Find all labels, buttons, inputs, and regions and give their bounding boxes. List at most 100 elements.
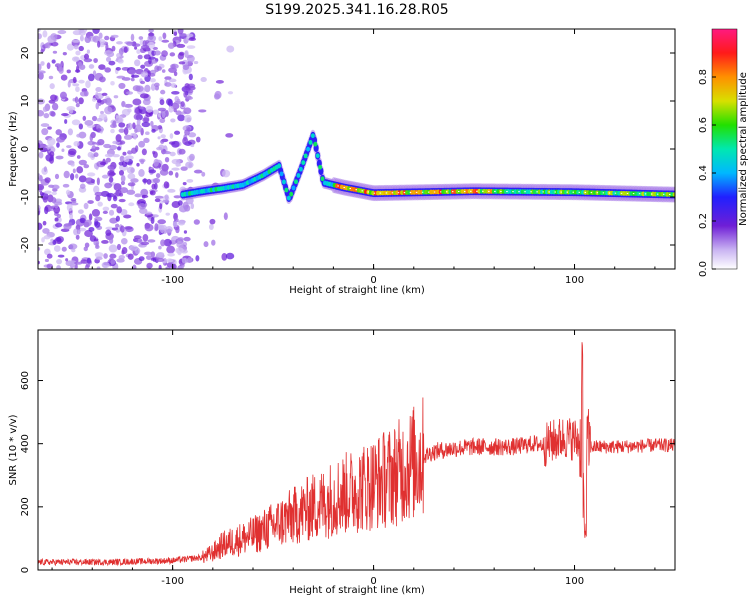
heatmap-noise-cell	[87, 172, 96, 177]
heatmap-noise-cell	[184, 129, 190, 136]
heatmap-noise-cell	[225, 252, 235, 260]
heatmap-ytick-label: -10	[20, 189, 31, 205]
heatmap-noise-cell	[77, 61, 83, 69]
heatmap-track-dot	[536, 191, 538, 193]
heatmap-xlabel: Height of straight line (km)	[289, 285, 425, 296]
heatmap-noise-cell	[120, 187, 128, 194]
heatmap-noise-cell	[104, 50, 113, 56]
heatmap-noise-cell	[140, 80, 146, 85]
heatmap-noise-cell	[159, 99, 165, 106]
heatmap-track-dot	[542, 191, 544, 193]
heatmap-noise-cell	[42, 196, 48, 203]
heatmap-track-core	[277, 163, 282, 169]
heatmap-noise-cell	[168, 105, 174, 113]
heatmap-noise-cell	[142, 178, 148, 183]
heatmap-noise-cell	[184, 50, 189, 58]
heatmap-noise-cell	[66, 145, 72, 149]
heatmap-noise-cell	[156, 146, 163, 151]
heatmap-noise-cell	[211, 239, 216, 246]
heatmap-noise-cell	[55, 222, 63, 228]
heatmap-track-dot	[650, 193, 653, 195]
heatmap-track-dot	[620, 192, 623, 194]
heatmap-noise-cell	[167, 252, 175, 257]
heatmap-noise-cell	[105, 43, 109, 51]
heatmap-track-dot	[373, 192, 376, 194]
heatmap-noise-cell	[70, 197, 77, 202]
heatmap-noise-cell	[72, 168, 76, 174]
heatmap-noise-cell	[133, 113, 141, 120]
heatmap-noise-cell	[150, 69, 157, 75]
heatmap-noise-cell	[126, 189, 136, 195]
heatmap-noise-cell	[157, 107, 167, 112]
heatmap-noise-cell	[87, 200, 94, 204]
heatmap-noise-cell	[68, 148, 77, 156]
heatmap-xtick-label: 100	[565, 275, 584, 286]
heatmap-noise-cell	[123, 214, 132, 219]
heatmap-track-core	[289, 191, 294, 197]
heatmap-noise-cell	[132, 264, 137, 269]
heatmap-noise-cell	[144, 84, 151, 93]
heatmap-noise-cell	[176, 163, 182, 167]
heatmap-noise-cell	[61, 113, 69, 117]
heatmap-noise-cell	[72, 76, 77, 84]
heatmap-noise-cell	[130, 33, 135, 42]
heatmap-noise-cell	[108, 60, 116, 66]
heatmap-noise-cell	[102, 206, 110, 212]
heatmap-noise-cell	[46, 263, 54, 269]
heatmap-track-core	[291, 185, 296, 191]
heatmap-noise-cell	[84, 219, 92, 227]
heatmap-track-dot	[445, 191, 448, 193]
heatmap-noise-cell	[93, 185, 100, 194]
heatmap-noise-cell	[184, 83, 190, 89]
heatmap-noise-cell	[150, 216, 155, 225]
heatmap-noise-cell	[164, 194, 169, 200]
heatmap-noise-cell	[138, 169, 145, 177]
heatmap-noise-cell	[78, 79, 85, 84]
heatmap-track-dot	[421, 191, 424, 193]
heatmap-xtick-label: -100	[161, 275, 184, 286]
heatmap-noise-cell	[79, 35, 84, 42]
heatmap-noise-cell	[182, 64, 190, 71]
heatmap-noise-cell	[56, 136, 65, 143]
heatmap-noise-cell	[117, 58, 124, 64]
heatmap-noise-cell	[190, 202, 195, 210]
heatmap-noise-cell	[173, 195, 182, 199]
heatmap-noise-cell	[147, 34, 157, 43]
heatmap-noise-cell	[163, 150, 171, 155]
heatmap-noise-cell	[161, 50, 168, 58]
heatmap-track-core	[308, 140, 313, 145]
heatmap-noise-cell	[156, 252, 165, 256]
heatmap-noise-cell	[152, 151, 158, 159]
heatmap-noise-cell	[38, 70, 46, 74]
heatmap-track-dot	[638, 193, 641, 195]
heatmap-track-dot	[596, 192, 599, 194]
heatmap-track-dot	[560, 191, 562, 193]
heatmap-noise-cell	[150, 120, 154, 127]
heatmap-noise-cell	[188, 73, 193, 81]
heatmap-noise-cell	[68, 243, 78, 250]
heatmap-noise-cell	[123, 134, 133, 140]
heatmap-track-dot	[470, 190, 472, 192]
heatmap-noise-cell	[51, 102, 59, 111]
heatmap-noise-cell	[74, 261, 83, 265]
heatmap-noise-cell	[118, 82, 126, 89]
heatmap-track-dot	[464, 190, 466, 192]
heatmap-noise-cell	[121, 249, 125, 255]
heatmap-noise-cell	[79, 183, 86, 189]
heatmap-noise-cell	[119, 155, 125, 162]
heatmap-noise-cell	[140, 188, 149, 197]
heatmap-noise-cell	[123, 156, 130, 163]
heatmap-noise-cell	[176, 241, 184, 248]
heatmap-noise-cell	[83, 164, 90, 169]
heatmap-track-dot	[566, 191, 568, 193]
heatmap-noise-cell	[139, 106, 144, 110]
heatmap-track-dot	[494, 190, 496, 192]
heatmap-noise-cell	[72, 83, 80, 87]
heatmap-track-core	[672, 192, 675, 197]
heatmap-noise-cell	[109, 144, 118, 151]
heatmap-track-core	[279, 171, 284, 177]
heatmap-noise-cell	[54, 198, 63, 203]
heatmap-track-dot	[427, 191, 430, 193]
heatmap-noise-cell	[79, 217, 86, 224]
heatmap-noise-cell	[103, 143, 112, 149]
